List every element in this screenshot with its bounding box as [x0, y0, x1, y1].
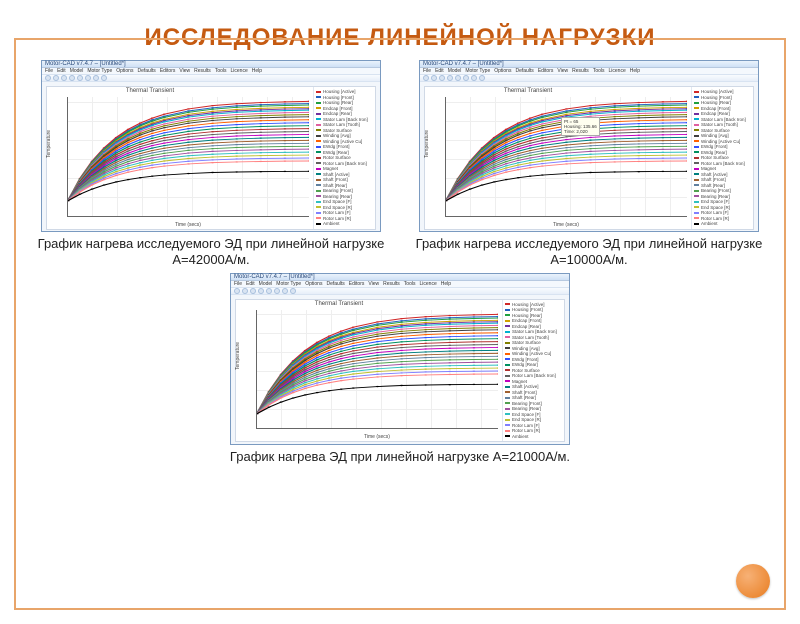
chart-ylabel: Temperature: [46, 130, 52, 158]
chart-axes: Pt = 65Housing: 135.66Time: 2,020: [445, 97, 687, 217]
chart-plot-area: Thermal Transient Temperature Time (secs…: [47, 87, 313, 229]
chart-axes: [256, 310, 498, 430]
chart-ylabel: Temperature: [235, 342, 241, 370]
chart-xlabel: Time (secs): [445, 222, 687, 228]
chart-plot-area: Thermal Transient Temperature Pt = 65Hou…: [425, 87, 691, 229]
accent-bubble-icon: [736, 564, 770, 598]
chart-plot-area: Thermal Transient Temperature Time (secs…: [236, 300, 502, 442]
chart-tooltip: Pt = 65Housing: 135.66Time: 2,020: [561, 117, 600, 136]
chart-title: Thermal Transient: [236, 301, 442, 307]
chart-title: Thermal Transient: [47, 88, 253, 94]
chart-ylabel: Temperature: [424, 130, 430, 158]
chart-xlabel: Time (secs): [67, 222, 309, 228]
chart-axes: [67, 97, 309, 217]
chart-xlabel: Time (secs): [256, 434, 498, 440]
chart-title: Thermal Transient: [425, 88, 631, 94]
